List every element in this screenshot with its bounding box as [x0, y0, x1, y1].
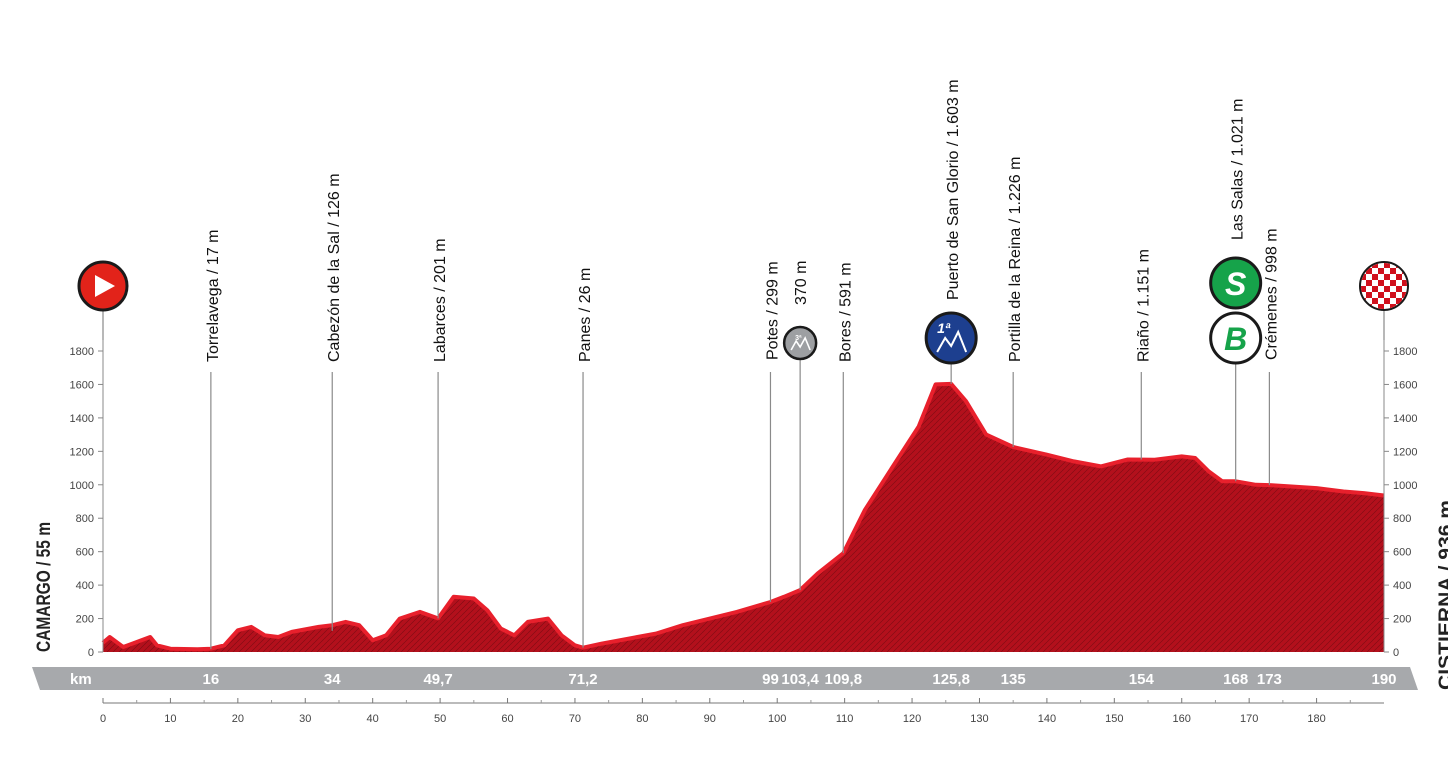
x-tick-label: 70 — [569, 713, 581, 725]
x-tick-label: 120 — [903, 713, 921, 725]
km-marker-label: 109,8 — [825, 671, 863, 688]
x-tick-label: 90 — [704, 713, 716, 725]
finish-label: CISTIERNA / 936 m — [1436, 500, 1448, 690]
y-tick-label-left: 1200 — [70, 446, 94, 458]
y-tick-label-left: 800 — [76, 513, 94, 525]
x-tick-label: 180 — [1307, 713, 1325, 725]
place-label: Las Salas / 1.021 m — [1230, 99, 1247, 240]
bonus-icon-text: B — [1224, 321, 1247, 357]
finish-flag-icon — [1359, 261, 1409, 340]
y-tick-label-right: 0 — [1393, 647, 1399, 659]
start-label: CAMARGO / 55 m — [34, 522, 55, 652]
km-marker-label: 16 — [203, 671, 220, 688]
x-tick-label: 80 — [636, 713, 648, 725]
y-tick-label-left: 1800 — [70, 346, 94, 358]
y-tick-label-right: 1800 — [1393, 346, 1417, 358]
x-tick-label: 110 — [836, 713, 854, 725]
cat3-climb-icon: 3ª — [782, 325, 818, 361]
km-marker-label: 99 — [762, 671, 779, 688]
cat1-climb-text: 1ª — [937, 320, 951, 336]
y-tick-label-left: 600 — [76, 547, 94, 559]
x-tick-label: 50 — [434, 713, 446, 725]
y-tick-label-left: 1600 — [70, 379, 94, 391]
place-label: Bores / 591 m — [837, 262, 854, 362]
km-marker-label: 173 — [1257, 671, 1282, 688]
y-tick-label-right: 200 — [1393, 614, 1411, 626]
cat3-climb-text: 3ª — [795, 335, 802, 342]
y-tick-label-left: 1000 — [70, 480, 94, 492]
x-tick-label: 150 — [1105, 713, 1123, 725]
x-tick-label: 160 — [1173, 713, 1191, 725]
place-label: Puerto de San Glorio / 1.603 m — [945, 79, 962, 300]
place-label: Panes / 26 m — [577, 268, 594, 362]
y-tick-label-right: 1000 — [1393, 480, 1417, 492]
place-label: Crémenes / 998 m — [1263, 228, 1280, 360]
cat1-climb-icon: 1ª — [924, 311, 978, 365]
place-label: 370 m — [793, 261, 810, 305]
x-tick-label: 140 — [1038, 713, 1056, 725]
y-tick-label-right: 1600 — [1393, 379, 1417, 391]
x-tick-label: 60 — [501, 713, 513, 725]
y-tick-label-right: 600 — [1393, 547, 1411, 559]
x-tick-label: 30 — [299, 713, 311, 725]
km-marker-label: 103,4 — [781, 671, 819, 688]
y-tick-label-left: 0 — [88, 647, 94, 659]
place-label: Portilla de la Reina / 1.226 m — [1007, 157, 1024, 362]
sprint-icon: S — [1209, 256, 1263, 310]
x-tick-label: 20 — [232, 713, 244, 725]
km-marker-label: 135 — [1001, 671, 1026, 688]
y-tick-label-right: 1400 — [1393, 413, 1417, 425]
km-marker-label: 125,8 — [932, 671, 970, 688]
x-tick-label: 170 — [1240, 713, 1258, 725]
place-label: Potes / 299 m — [764, 261, 781, 360]
km-band-label: km — [70, 671, 92, 688]
y-tick-label-left: 1400 — [70, 413, 94, 425]
x-tick-label: 100 — [768, 713, 786, 725]
bonus-icon: B — [1209, 311, 1263, 365]
sprint-icon-text: S — [1225, 266, 1247, 302]
x-tick-label: 40 — [367, 713, 379, 725]
x-tick-label: 130 — [970, 713, 988, 725]
km-marker-label: 190 — [1371, 671, 1396, 688]
y-tick-label-right: 1200 — [1393, 446, 1417, 458]
y-tick-label-right: 400 — [1393, 580, 1411, 592]
y-tick-label-left: 200 — [76, 614, 94, 626]
place-label: Riaño / 1.151 m — [1135, 249, 1152, 362]
x-tick-label: 0 — [100, 713, 106, 725]
km-marker-label: 49,7 — [423, 671, 452, 688]
start-icon — [77, 260, 129, 340]
place-label: Cabezón de la Sal / 126 m — [326, 173, 343, 362]
x-tick-label: 10 — [164, 713, 176, 725]
km-marker-label: 154 — [1129, 671, 1155, 688]
place-label: Labarces / 201 m — [432, 238, 449, 362]
profile-ridge-line — [101, 381, 1385, 652]
y-tick-label-right: 800 — [1393, 513, 1411, 525]
km-marker-label: 168 — [1223, 671, 1248, 688]
km-marker-label: 34 — [324, 671, 341, 688]
profile-area — [103, 383, 1384, 652]
km-band — [32, 667, 1418, 690]
km-marker-label: 71,2 — [568, 671, 597, 688]
place-label: Torrelavega / 17 m — [205, 229, 222, 362]
y-tick-label-left: 400 — [76, 580, 94, 592]
